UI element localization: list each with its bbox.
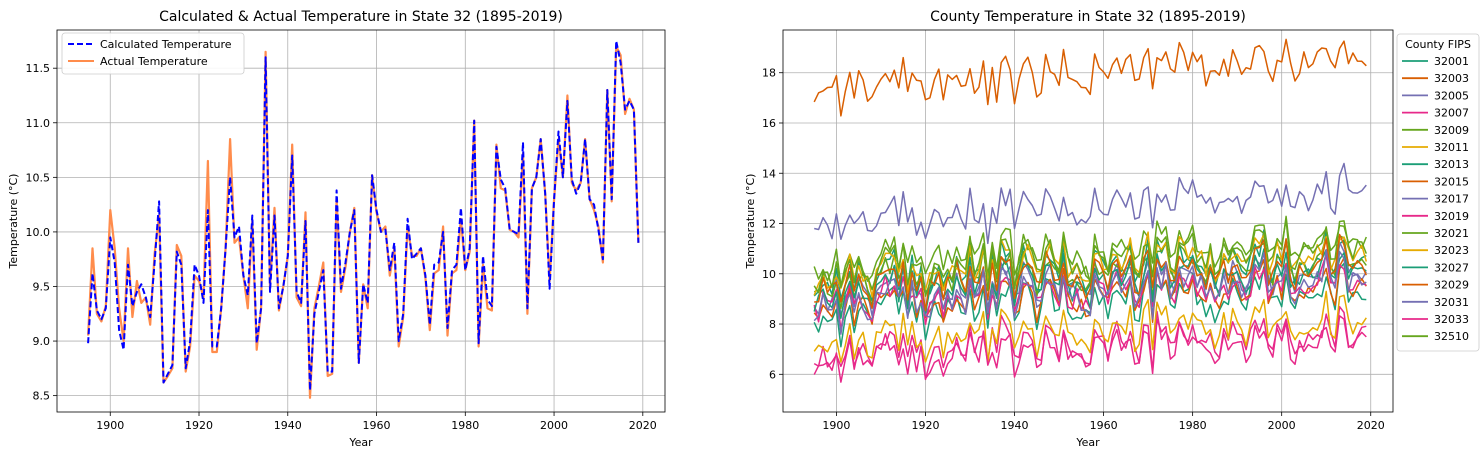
right-y-tick-label: 18 [762, 67, 776, 80]
left-legend: Calculated Temperature Actual Temperatur… [61, 32, 245, 75]
left-x-tick-label: 1920 [185, 419, 213, 432]
left-x-tick-label: 1980 [451, 419, 479, 432]
right-plot-frame [782, 29, 1394, 413]
calculated-temperature-line [87, 39, 640, 392]
left-ticks: 1900 1920 1940 1960 1980 2000 2020 8.5 9.0 9.5 10.… [26, 62, 657, 432]
legend-label-actual: Actual Temperature [100, 55, 208, 68]
legend-label-32001: 32001 [1434, 55, 1469, 68]
legend-label-32005: 32005 [1434, 89, 1469, 102]
county-line-32031 [813, 248, 1367, 335]
right-y-tick-label: 8 [769, 318, 776, 331]
legend-label-32015: 32015 [1434, 175, 1469, 188]
right-x-tick-label: 1960 [1090, 419, 1118, 432]
legend-label-32031: 32031 [1434, 296, 1469, 309]
right-y-tick-label: 10 [762, 268, 776, 281]
left-y-tick-label: 9.5 [33, 280, 51, 293]
left-y-tick-label: 8.5 [33, 390, 51, 403]
left-series-lines [87, 39, 640, 399]
left-x-tick-label: 1940 [274, 419, 302, 432]
legend-label-32023: 32023 [1434, 244, 1469, 257]
right-y-axis-label: Temperature (°C) [744, 174, 757, 270]
right-x-tick-label: 1920 [911, 419, 939, 432]
left-plot-frame [56, 29, 666, 413]
left-x-axis-label: Year [348, 436, 373, 449]
legend-label-32017: 32017 [1434, 193, 1469, 206]
right-chart-title: County Temperature in State 32 (1895-201… [930, 9, 1246, 25]
right-x-tick-label: 2020 [1357, 419, 1385, 432]
county-line-32003 [813, 38, 1367, 117]
legend-label-32009: 32009 [1434, 124, 1469, 137]
county-line-32017 [814, 162, 1367, 245]
legend-label-32019: 32019 [1434, 210, 1469, 223]
right-legend-items: 32001 32003 32005 32007 32009 32011 32013 32015… [1402, 55, 1469, 343]
county-line-32029 [814, 233, 1367, 312]
right-x-tick-label: 1980 [1179, 419, 1207, 432]
right-legend: County FIPS 3200132003320053200732009320… [1396, 33, 1480, 352]
right-series-lines [813, 38, 1368, 383]
left-y-tick-label: 11.5 [26, 62, 51, 75]
right-chart: County Temperature in State 32 (1895-201… [744, 9, 1480, 449]
legend-label-32021: 32021 [1434, 227, 1469, 240]
right-ticks: 1900 1920 1940 1960 1980 2000 2020 6 8 10 12 14 16 18 [762, 67, 1385, 432]
left-x-tick-label: 1960 [363, 419, 391, 432]
right-y-tick-label: 14 [762, 167, 776, 180]
left-y-tick-label: 9.0 [33, 335, 51, 348]
left-chart: Calculated & Actual Temperature in State… [7, 9, 666, 449]
legend-label-32003: 32003 [1434, 72, 1469, 85]
legend-label-32029: 32029 [1434, 279, 1469, 292]
left-x-tick-label: 1900 [96, 419, 124, 432]
right-y-tick-label: 6 [769, 368, 776, 381]
legend-label-32007: 32007 [1434, 107, 1469, 120]
legend-label-32510: 32510 [1434, 330, 1469, 343]
county-line-32510 [813, 218, 1367, 297]
left-x-tick-label: 2000 [540, 419, 568, 432]
right-x-tick-label: 1900 [822, 419, 850, 432]
right-y-tick-label: 12 [762, 218, 776, 231]
county-line-32033 [813, 315, 1367, 383]
legend-label-calculated: Calculated Temperature [100, 38, 232, 51]
left-legend-box [61, 32, 245, 75]
left-chart-title: Calculated & Actual Temperature in State… [159, 9, 563, 25]
right-x-tick-label: 1940 [1001, 419, 1029, 432]
left-y-axis-label: Temperature (°C) [7, 174, 20, 270]
actual-temperature-line [87, 45, 640, 399]
legend-label-32027: 32027 [1434, 261, 1469, 274]
right-y-tick-label: 16 [762, 117, 776, 130]
right-x-tick-label: 2000 [1268, 419, 1296, 432]
legend-label-32033: 32033 [1434, 313, 1469, 326]
left-y-tick-label: 10.5 [26, 171, 51, 184]
right-legend-title: County FIPS [1405, 38, 1471, 51]
left-y-tick-label: 11.0 [26, 117, 51, 130]
legend-label-32011: 32011 [1434, 141, 1469, 154]
left-x-tick-label: 2020 [629, 419, 657, 432]
right-x-axis-label: Year [1075, 436, 1100, 449]
county-line-32011 [813, 290, 1367, 363]
left-grid [57, 30, 665, 412]
left-y-tick-label: 10.0 [26, 226, 51, 239]
legend-label-32013: 32013 [1434, 158, 1469, 171]
